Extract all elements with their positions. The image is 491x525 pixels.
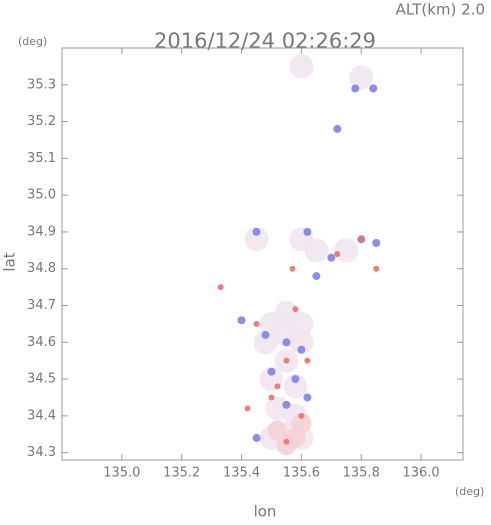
echo-point [351, 84, 360, 93]
echo-point [327, 253, 336, 262]
echo-point [373, 265, 380, 272]
echo-point [244, 405, 251, 412]
echo-point [291, 413, 312, 434]
echo-point [289, 265, 296, 272]
y-tick-label: 35.0 [27, 188, 56, 203]
chart-title: 2016/12/24 02:26:29 [154, 29, 376, 53]
echo-point [349, 65, 374, 90]
echo-point [289, 330, 314, 355]
y-tick-label: 34.9 [27, 224, 56, 239]
x-axis-label: lon [254, 503, 277, 521]
echo-point [253, 330, 278, 355]
echo-point [283, 374, 308, 399]
y-unit: (deg) [18, 35, 47, 48]
echo-point [291, 375, 300, 384]
echo-point [261, 330, 270, 339]
echo-point [292, 306, 299, 313]
echo-point [267, 367, 276, 376]
y-tick-label: 34.7 [27, 298, 56, 313]
x-tick-label: 135.2 [163, 466, 200, 481]
echo-point [303, 227, 312, 236]
y-tick-label: 34.4 [27, 408, 56, 423]
echo-point [282, 400, 291, 409]
echo-point [267, 420, 288, 441]
echo-point [274, 383, 281, 390]
echo-point [253, 320, 260, 327]
x-tick-label: 135.4 [223, 466, 260, 481]
echo-point [217, 284, 224, 291]
echo-point [304, 357, 311, 364]
y-tick-label: 34.6 [27, 335, 56, 350]
x-tick-label: 135.8 [343, 466, 380, 481]
echo-point [276, 435, 297, 456]
plot-area [217, 54, 381, 456]
x-unit: (deg) [455, 485, 484, 498]
echo-point [252, 227, 261, 236]
x-tick-label: 136.0 [402, 466, 439, 481]
x-tick-label: 135.6 [283, 466, 320, 481]
echo-point [312, 272, 321, 281]
echo-point [298, 412, 305, 419]
echo-point [333, 124, 342, 133]
x-tick-label: 135.0 [103, 466, 140, 481]
y-tick-label: 35.2 [27, 114, 56, 129]
y-axis-label: lat [1, 252, 19, 271]
echo-point [303, 393, 312, 402]
echo-point [268, 394, 275, 401]
altitude-label: ALT(km) 2.0 [396, 1, 485, 19]
echo-point [358, 236, 365, 243]
echo-point [252, 433, 261, 442]
echo-point [297, 345, 306, 354]
echo-point [237, 316, 246, 325]
echo-point [289, 54, 314, 79]
y-tick-label: 34.5 [27, 372, 56, 387]
y-tick-label: 34.8 [27, 261, 56, 276]
echo-point [334, 251, 341, 257]
echo-point [283, 438, 290, 445]
echo-point [369, 84, 378, 93]
echo-point [283, 357, 290, 364]
echo-point [282, 338, 291, 347]
y-tick-label: 35.1 [27, 151, 56, 166]
plot-frame [61, 47, 464, 461]
echo-point [372, 238, 381, 247]
echo-point [244, 227, 269, 252]
y-tick-label: 35.3 [27, 77, 56, 92]
y-tick-label: 34.3 [27, 445, 56, 460]
echo-point [334, 238, 359, 263]
